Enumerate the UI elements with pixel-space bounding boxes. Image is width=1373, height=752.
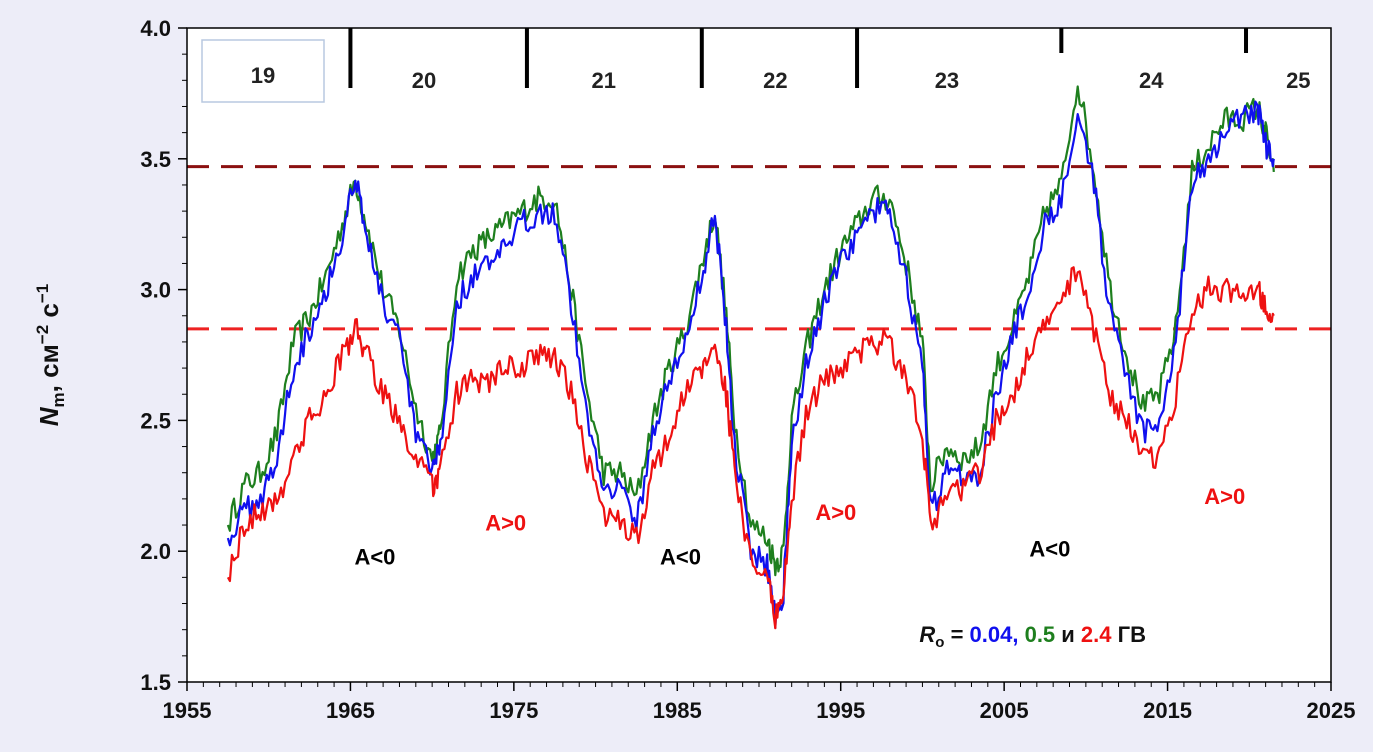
series-line-0-5 (226, 85, 1275, 577)
y-axis: 1.5 2.0 2.5 3.0 3.5 4.0 (140, 16, 187, 695)
cycle-label-25: 25 (1286, 68, 1310, 93)
polarity-label-4: A<0 (1029, 536, 1070, 561)
polarity-label-0: A<0 (354, 544, 395, 569)
rigidity-value-red: 2.4 (1075, 622, 1112, 647)
rigidity-legend: Ro = 0.04, 0.5 и 2.4 ГВ (919, 622, 1146, 651)
x-tick-label-1985: 1985 (653, 698, 702, 723)
y-label-exp2: −1 (33, 284, 52, 303)
x-axis: 1955 1965 1975 1985 1995 2005 2015 2025 (163, 682, 1356, 723)
x-tick-label-2015: 2015 (1143, 698, 1192, 723)
rigidity-value-blue: 0.04, (970, 622, 1019, 647)
series-line-2-4 (226, 266, 1275, 630)
reference-lines (187, 165, 1331, 331)
cycle-label-21: 21 (592, 68, 616, 93)
rigidity-subscript: o (935, 634, 944, 651)
y-axis-label: Nm, см−2 с−1 (33, 284, 68, 427)
polarity-label-3: A>0 (815, 500, 856, 525)
series-group (226, 85, 1275, 630)
cycle-label-24: 24 (1139, 68, 1164, 93)
rigidity-eq: = (944, 622, 969, 647)
cycle-19-label: 19 (251, 63, 275, 88)
cycle-markers: 20 21 22 23 24 25 (348, 28, 1311, 93)
y-tick-label-2.5: 2.5 (140, 408, 171, 433)
y-label-unit2: с (34, 303, 64, 325)
x-tick-label-1965: 1965 (326, 698, 375, 723)
rigidity-and: и (1055, 622, 1075, 647)
cycle-label-23: 23 (935, 68, 959, 93)
rigidity-value-green: 0.5 (1018, 622, 1055, 647)
polarity-label-1: A>0 (485, 510, 526, 535)
plot-area (187, 28, 1331, 682)
cycle-19-box (201, 39, 325, 103)
cycle-label-22: 22 (763, 68, 787, 93)
y-tick-label-3.0: 3.0 (140, 278, 171, 303)
series-line-0-04 (226, 100, 1275, 629)
polarity-label-2: A<0 (660, 544, 701, 569)
y-label-unit: , см (34, 344, 64, 392)
y-tick-label-4.0: 4.0 (140, 16, 171, 41)
y-tick-label-1.5: 1.5 (140, 670, 171, 695)
rigidity-unit: ГВ (1112, 622, 1146, 647)
cycle-label-20: 20 (412, 68, 436, 93)
x-tick-label-1975: 1975 (489, 698, 538, 723)
y-label-exp1: −2 (33, 325, 52, 344)
x-tick-label-2005: 2005 (980, 698, 1029, 723)
polarity-label-5: A>0 (1204, 484, 1245, 509)
y-label-symbol: N (34, 406, 64, 426)
rigidity-symbol: R (919, 622, 935, 647)
x-tick-label-2025: 2025 (1307, 698, 1356, 723)
y-tick-label-2.0: 2.0 (140, 539, 171, 564)
y-tick-label-3.5: 3.5 (140, 147, 171, 172)
y-label-subscript: m (49, 392, 68, 407)
polarity-labels: A<0 A>0 A<0 A>0 A<0 A>0 (354, 484, 1245, 569)
x-tick-label-1955: 1955 (163, 698, 212, 723)
x-tick-label-1995: 1995 (816, 698, 865, 723)
